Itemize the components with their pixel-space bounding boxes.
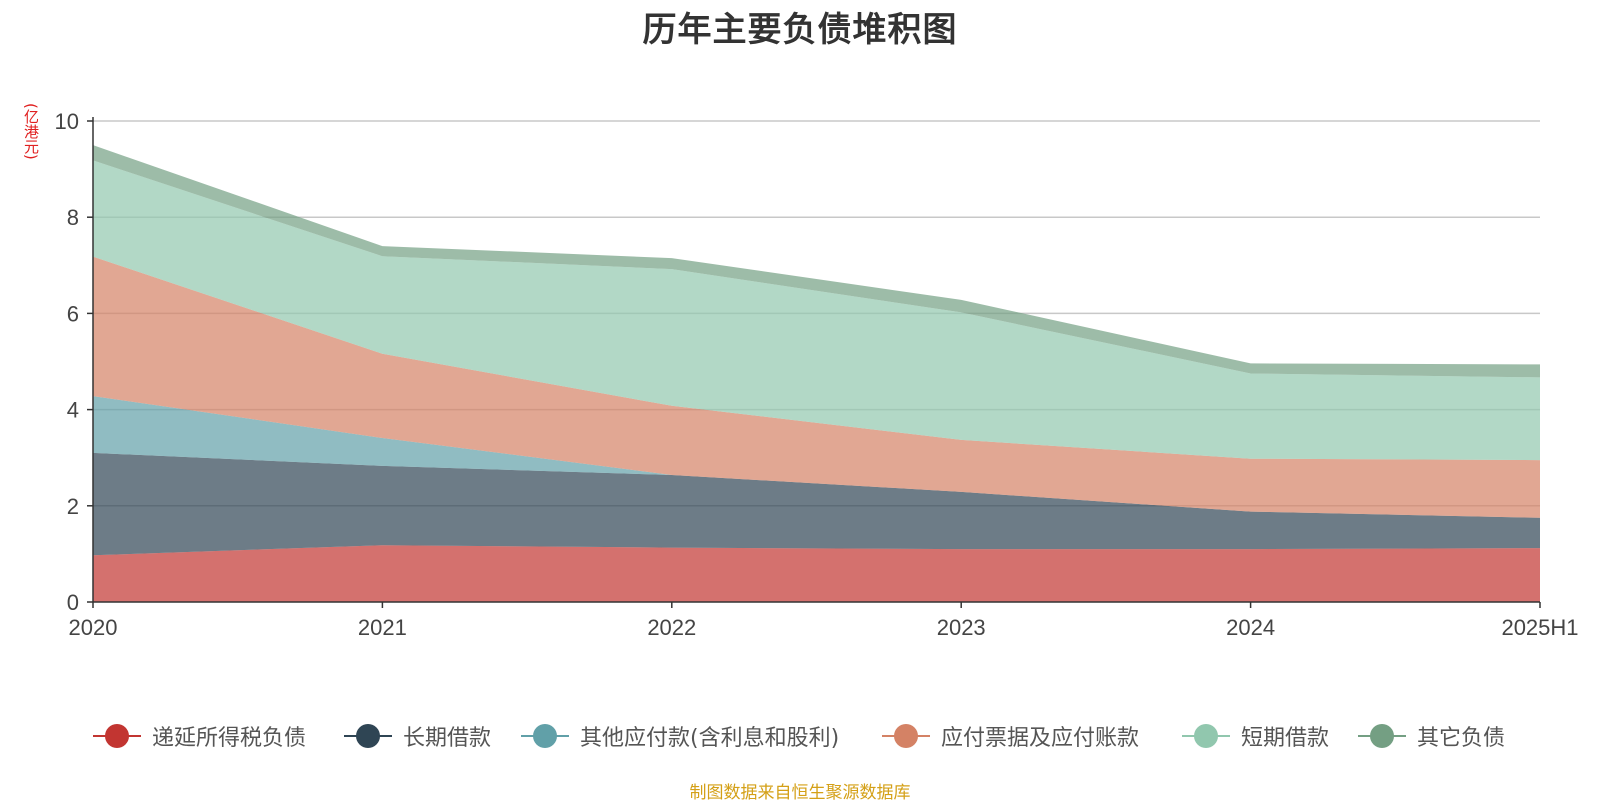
area-递延所得税负债	[93, 545, 1540, 602]
legend-item[interactable]: 长期借款	[343, 716, 491, 756]
data-source-note: 制图数据来自恒生聚源数据库	[689, 783, 911, 803]
legend-label: 短期借款	[1241, 726, 1330, 751]
x-tick-label: 2020	[69, 615, 118, 640]
legend-item[interactable]: 递延所得税负债	[92, 716, 306, 756]
y-tick-label: 8	[67, 205, 79, 230]
legend-label: 其它负债	[1417, 726, 1506, 751]
area-长期借款	[93, 452, 1540, 556]
x-tick-label: 2022	[647, 615, 696, 640]
legend-item[interactable]: 其它负债	[1357, 716, 1505, 756]
legend-marker-icon	[92, 716, 142, 756]
y-tick-label: 2	[67, 494, 79, 519]
x-tick-label: 2023	[937, 615, 986, 640]
legend-marker-icon	[1181, 716, 1231, 756]
legend-label: 应付票据及应付账款	[941, 726, 1140, 751]
legend-marker-icon	[1357, 716, 1407, 756]
x-tick-label: 2025H1	[1501, 615, 1578, 640]
legend-label: 递延所得税负债	[152, 726, 307, 751]
legend-item[interactable]: 应付票据及应付账款	[881, 716, 1139, 756]
legend-marker-icon	[520, 716, 570, 756]
legend-item[interactable]: 短期借款	[1181, 716, 1329, 756]
area-短期借款	[93, 160, 1540, 461]
y-tick-label: 4	[67, 398, 79, 423]
legend-label: 其他应付款(含利息和股利)	[580, 726, 840, 751]
axes: 0 2 4 6 8 10 2020 2021 2022 2023 2024 2025H1	[55, 109, 1579, 640]
legend-item[interactable]: 其他应付款(含利息和股利)	[520, 716, 839, 756]
y-tick-label: 0	[67, 590, 79, 615]
legend-marker-icon	[343, 716, 393, 756]
legend-marker-icon	[881, 716, 931, 756]
legend-dot	[1370, 724, 1394, 748]
legend-dot	[356, 724, 380, 748]
y-axis-unit-label: (亿港元)	[22, 103, 40, 160]
legend-dot	[533, 724, 557, 748]
area-应付票据及应付账款	[93, 256, 1540, 518]
y-tick-label: 6	[67, 301, 79, 326]
legend-dot	[105, 724, 129, 748]
y-tick-label: 10	[55, 109, 79, 134]
legend-label: 长期借款	[403, 726, 492, 751]
area-series	[93, 145, 1540, 602]
x-tick-label: 2024	[1226, 615, 1275, 640]
legend-dot	[1194, 724, 1218, 748]
x-tick-label: 2021	[358, 615, 407, 640]
area-其他应付款(含利息和股利)	[93, 396, 1540, 518]
legend: 递延所得税负债 长期借款 其他应付款(含利息和股利) 应付票据及应付账款 短期借款 其它负…	[0, 716, 1600, 756]
chart-title: 历年主要负债堆积图	[642, 10, 958, 50]
legend-dot	[894, 724, 918, 748]
